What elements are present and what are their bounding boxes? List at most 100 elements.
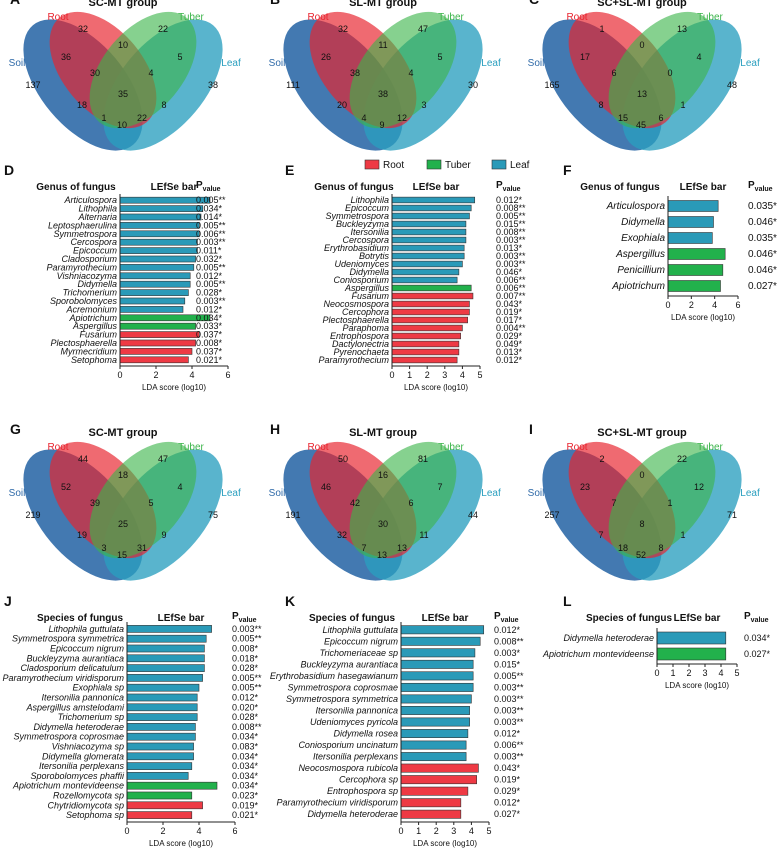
lda-bar-leaf xyxy=(391,236,467,244)
taxon-label: Trichomerium sp xyxy=(58,712,124,722)
p-value: 0.003** xyxy=(494,705,524,715)
set-label-tuber: Tuber xyxy=(178,442,204,453)
legend-label-tuber: Tuber xyxy=(445,160,471,171)
taxon-label: Epicoccum nigrum xyxy=(50,644,125,654)
lefse-J: J Species of fungus LEfSe bar Pvalue Lithoph… xyxy=(2,593,262,848)
p-value: 0.035* xyxy=(748,201,777,212)
p-value: 0.019* xyxy=(494,775,521,785)
p-value: 0.006** xyxy=(496,275,526,285)
set-label-soil: Soil xyxy=(269,488,286,499)
p-value: 0.003** xyxy=(196,296,226,306)
taxon-label: Paramyrothecium xyxy=(318,355,389,365)
lda-bar-leaf xyxy=(126,762,193,770)
x-tick-label: 0 xyxy=(389,370,394,380)
taxon-label: Myrmecridium xyxy=(60,346,117,356)
p-subscript: value xyxy=(501,617,519,624)
venn-count: 19 xyxy=(77,530,87,540)
venn-count: 6 xyxy=(408,498,413,508)
venn-count: 8 xyxy=(639,519,644,529)
set-label-tuber: Tuber xyxy=(178,12,204,23)
taxon-label: Paramyrothecium viridisporum xyxy=(276,798,398,808)
lda-bar-leaf xyxy=(400,729,469,738)
p-value: 0.083* xyxy=(232,742,259,752)
panel-label: D xyxy=(4,162,14,178)
set-label-soil: Soil xyxy=(528,488,545,499)
p-value: 0.008** xyxy=(496,227,526,237)
p-value: 0.028* xyxy=(232,663,259,673)
venn-count: 4 xyxy=(696,52,701,62)
lda-bar-leaf xyxy=(126,732,196,741)
venn-count: 36 xyxy=(61,52,71,62)
taxon-label: Symmetrospora xyxy=(325,211,389,221)
set-label-soil: Soil xyxy=(528,58,545,69)
x-tick-label: 3 xyxy=(442,370,447,380)
venn-count: 9 xyxy=(379,120,384,130)
venn-count: 23 xyxy=(580,482,590,492)
x-axis-label: LDA score (log10) xyxy=(142,383,206,392)
p-value: 0.012* xyxy=(232,693,259,703)
venn-count: 48 xyxy=(727,80,737,90)
venn-count: 257 xyxy=(544,510,559,520)
venn-count: 6 xyxy=(611,68,616,78)
venn-count: 18 xyxy=(77,100,87,110)
p-value: 0.005** xyxy=(196,279,226,289)
venn-count: 50 xyxy=(338,454,348,464)
venn-count: 5 xyxy=(437,52,442,62)
p-subscript: value xyxy=(503,186,521,193)
x-axis-label: LDA score (log10) xyxy=(404,383,468,392)
venn-count: 4 xyxy=(177,482,182,492)
venn-count: 165 xyxy=(544,80,559,90)
set-label-soil: Soil xyxy=(9,58,26,69)
venn-count: 1 xyxy=(599,24,604,34)
lda-bar-leaf xyxy=(126,654,205,663)
venn-count: 4 xyxy=(361,113,366,123)
taxon-label: Plectosphaerella xyxy=(322,315,389,325)
p-value: 0.043* xyxy=(496,299,523,309)
p-value: 0.003** xyxy=(494,694,524,704)
venn-count: 1 xyxy=(680,530,685,540)
venn-count: 3 xyxy=(421,100,426,110)
taxon-label: Cercophora xyxy=(342,307,389,317)
panel-label: H xyxy=(270,421,280,437)
lda-bar-root xyxy=(391,292,474,300)
lda-bar-root xyxy=(391,340,460,348)
lda-bar-leaf xyxy=(667,200,719,212)
venn-count: 32 xyxy=(338,24,348,34)
venn-count: 5 xyxy=(177,52,182,62)
lda-bar-root xyxy=(391,332,461,340)
column-header-lefse: LEfSe bar xyxy=(413,182,460,193)
venn-count: 47 xyxy=(418,24,428,34)
legend-label-root: Root xyxy=(383,160,404,171)
venn-count: 75 xyxy=(208,510,218,520)
taxon-label: Buckleyzyma aurantiaca xyxy=(26,653,124,663)
p-subscript: value xyxy=(751,617,769,624)
x-axis-label: LDA score (log10) xyxy=(413,839,477,848)
taxon-label: Didymella heteroderae xyxy=(33,722,124,732)
p-value: 0.005** xyxy=(496,211,526,221)
x-tick-label: 5 xyxy=(486,826,491,836)
set-label-soil: Soil xyxy=(9,488,26,499)
lda-bar-leaf xyxy=(119,272,191,280)
venn-B: B SL-MT group Root Tuber Soil Leaf 32 47 111 30 11… xyxy=(269,0,501,151)
p-value: 0.028* xyxy=(232,712,259,722)
taxon-label: Botrytis xyxy=(359,251,390,261)
p-value: 0.008* xyxy=(232,644,259,654)
venn-title: SL-MT group xyxy=(349,427,417,439)
p-value: 0.005** xyxy=(232,683,262,693)
lda-bar-leaf xyxy=(126,742,194,751)
venn-H: H SL-MT group Root Tuber Soil Leaf 50 81 191 44 16… xyxy=(269,421,501,581)
lda-bar-leaf xyxy=(126,664,205,672)
column-header-lefse: LEfSe bar xyxy=(151,182,198,193)
p-value: 0.027* xyxy=(748,281,777,292)
venn-count: 13 xyxy=(397,543,407,553)
taxon-label: Exophiala xyxy=(621,233,665,244)
lda-bar-leaf xyxy=(126,723,196,731)
p-value: 0.003** xyxy=(232,624,262,634)
venn-count: 12 xyxy=(397,113,407,123)
lda-bar-leaf xyxy=(119,238,198,246)
venn-count: 81 xyxy=(418,454,428,464)
set-label-root: Root xyxy=(566,12,587,23)
p-value: 0.029* xyxy=(496,331,523,341)
lda-bar-leaf xyxy=(400,752,467,762)
